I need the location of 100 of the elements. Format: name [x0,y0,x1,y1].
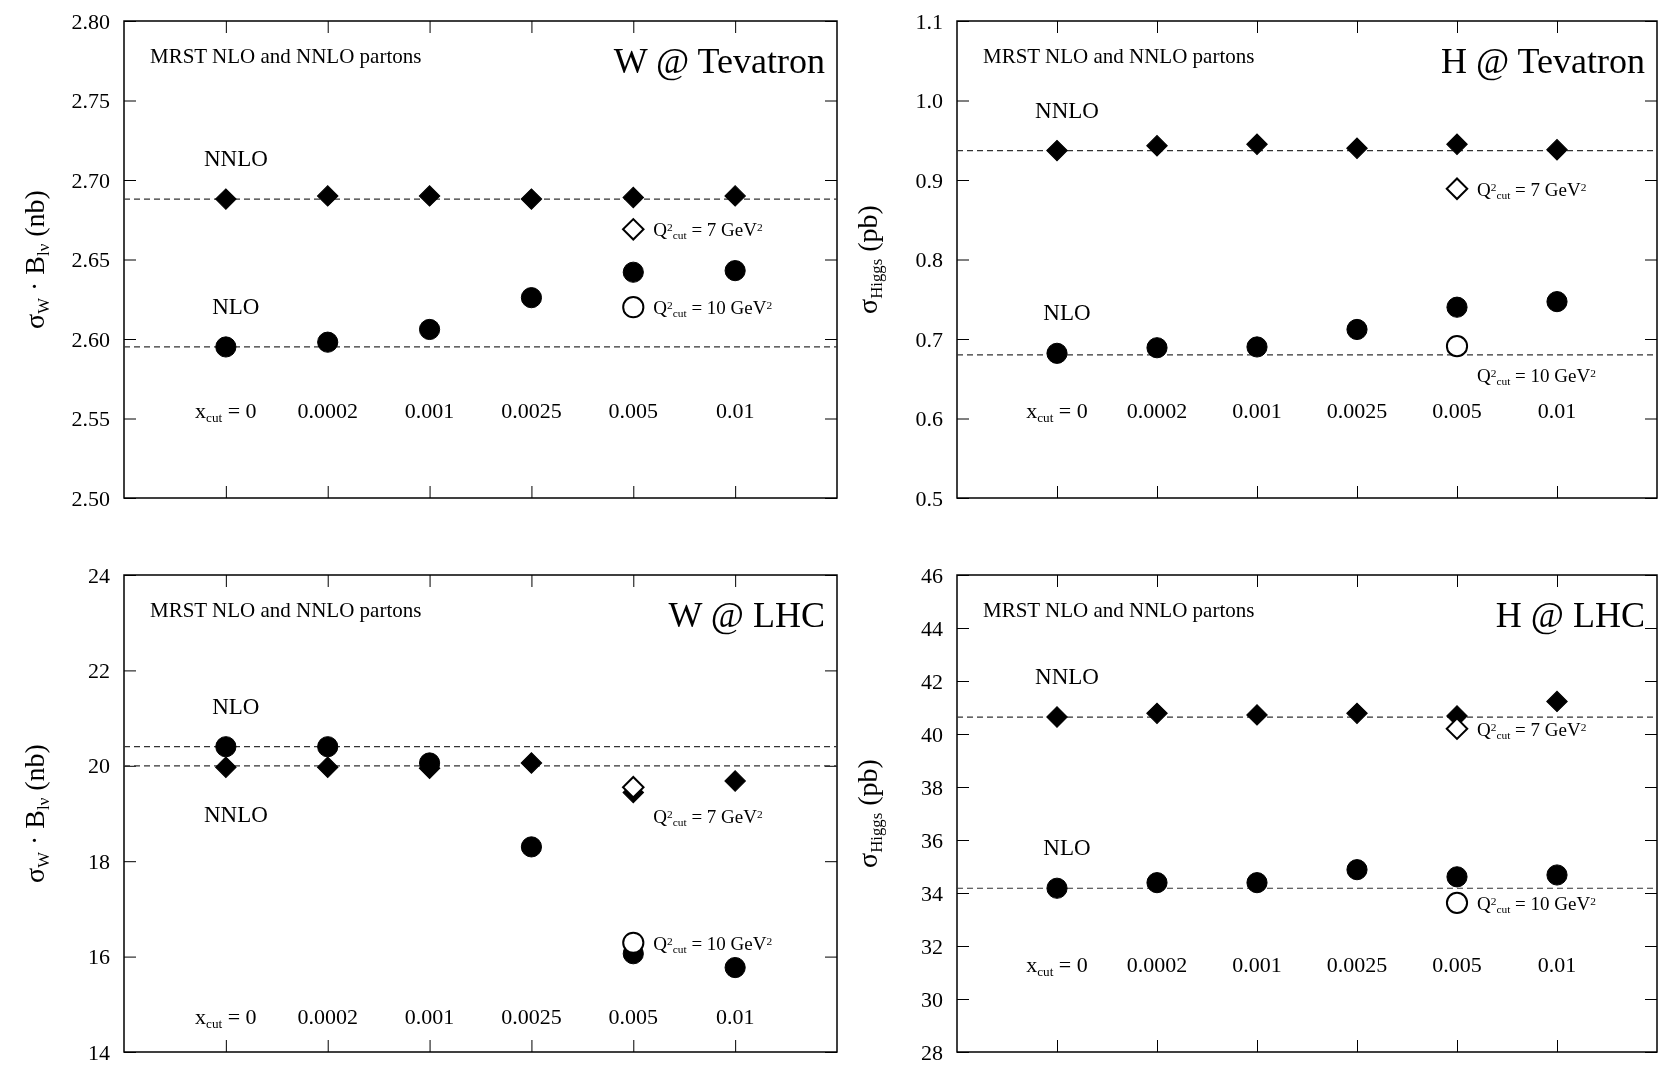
point [724,185,746,207]
series-label: Q$^{2}$$_{cut}$ = 7 GeV$^{2}$ [1477,178,1587,202]
y-tick-label: 24 [88,562,110,588]
x-tick-label: 0.01 [715,1004,755,1029]
text: MRST NLO and NNLO partons [983,44,1255,68]
y-tick-label: 30 [921,986,943,1012]
point [1445,891,1469,914]
point [1146,702,1168,725]
text: MRST NLO and NNLO partons [150,44,422,68]
series-label: Q$^{2}$$_{cut}$ = 7 GeV$^{2}$ [1477,718,1587,741]
y-tick-label: 1.0 [915,88,943,114]
x-tick-label: 0.0002 [1126,952,1188,977]
text: W @ LHC [668,595,825,635]
point [622,931,645,954]
x-tick-label: 0.001 [1232,952,1282,977]
x-tick-label: 0.001 [404,1004,455,1029]
point [1546,291,1568,313]
x-tick-label: x$_{cut}$ = 0 [195,398,257,425]
point [1246,336,1268,358]
y-tick-label: 2.65 [71,247,110,273]
x-tick-label: 0.0025 [501,1004,562,1029]
series-label: NNLO [1035,97,1099,123]
point [1046,877,1068,899]
point [1046,139,1068,162]
point [1445,177,1469,200]
point [215,336,237,358]
y-tick-label: 0.8 [915,247,943,273]
y-tick-label: 28 [921,1039,943,1065]
y-tick-label: 1.1 [915,8,943,34]
x-tick-label: 0.0002 [1126,398,1188,423]
point [622,296,645,319]
series-label: NLO [1043,300,1091,326]
point [724,770,746,792]
series-label: NNLO [203,146,268,172]
x-tick-label: 0.0025 [501,398,562,423]
y-tick-label: 20 [88,753,110,779]
text: W @ Tevatron [613,41,825,81]
point [520,188,543,210]
point [418,185,441,207]
x-tick-label: 0.005 [1432,398,1482,423]
y-tick-label: 2.70 [71,167,110,193]
point [520,287,543,309]
series-label: Q$^{2}$$_{cut}$ = 10 GeV$^{2}$ [1477,892,1597,916]
text: MRST NLO and NNLO partons [150,598,422,622]
y-tick-label: 16 [88,944,110,970]
point [1346,318,1368,341]
y-tick-label: 2.75 [71,88,110,114]
x-tick-label: x$_{cut}$ = 0 [195,1004,257,1031]
point [1046,342,1068,364]
point [1546,690,1568,713]
text: H @ Tevatron [1441,41,1645,81]
point [1346,137,1368,159]
point [1445,335,1469,358]
y-tick-label: 14 [88,1039,110,1065]
x-tick-label: 0.0025 [1326,398,1388,423]
y-tick-label: 44 [921,615,943,641]
point [1246,872,1268,894]
x-tick-label: 0.0002 [297,398,358,423]
y-tick-label: 0.5 [915,485,943,511]
point [1446,133,1468,155]
y-tick-label: 0.6 [915,406,943,432]
point [724,957,746,979]
point [215,736,237,758]
series-label: NLO [212,293,260,319]
point [1046,706,1068,728]
point [1246,704,1268,726]
series-label: Q$^{2}$$_{cut}$ = 7 GeV$^{2}$ [653,806,763,829]
y-tick-label: 2.50 [71,485,110,511]
point [215,188,237,210]
y-tick-label: 2.60 [71,326,110,352]
point [1346,859,1368,881]
series-label: NNLO [203,802,268,828]
point [724,260,746,282]
y-tick-label: 2.55 [71,406,110,432]
x-tick-label: 0.005 [608,398,659,423]
y-tick-label: 46 [921,562,943,588]
point [1146,135,1168,157]
series-label: Q$^{2}$$_{cut}$ = 10 GeV$^{2}$ [653,297,773,320]
series-label: NLO [1043,835,1091,861]
series-label: Q$^{2}$$_{cut}$ = 10 GeV$^{2}$ [1477,365,1597,388]
series-label: NLO [212,693,260,719]
series-label: Q$^{2}$$_{cut}$ = 10 GeV$^{2}$ [653,932,773,956]
x-tick-label: 0.01 [715,398,755,423]
point [622,218,645,241]
point [520,752,543,774]
series-label: NNLO [1035,664,1099,690]
point [622,186,645,209]
point [1445,717,1469,740]
x-tick-label: x$_{cut}$ = 0 [1026,952,1088,979]
point [622,776,645,799]
point [1546,864,1568,886]
y-tick-label: 42 [921,668,943,694]
y-tick-label: 40 [921,721,943,747]
point [316,756,339,778]
x-tick-label: 0.0002 [297,1004,358,1029]
point [1146,337,1168,359]
point [215,756,237,778]
x-tick-label: 0.01 [1537,952,1577,977]
point [1246,133,1268,155]
y-tick-label: 38 [921,774,943,800]
